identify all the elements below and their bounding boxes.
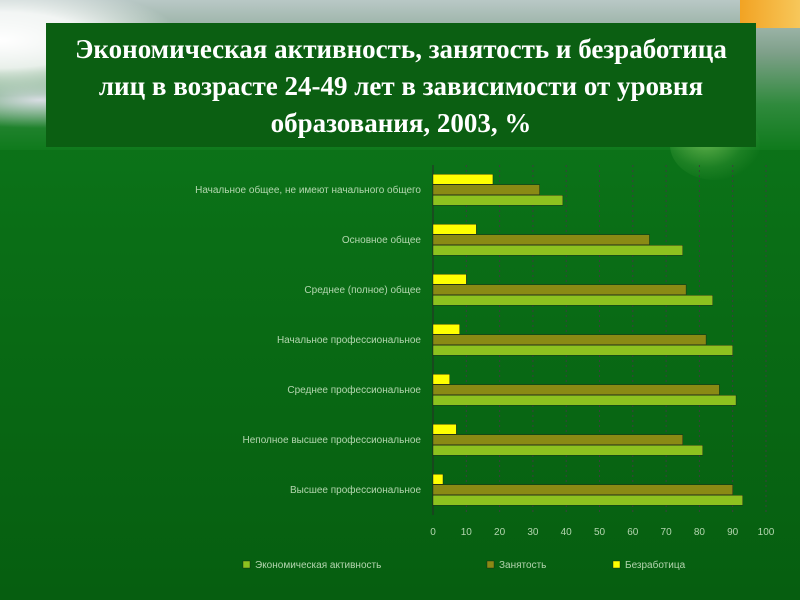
- bar-employment: [432, 484, 733, 495]
- x-tick-label: 70: [661, 527, 673, 538]
- x-tick-label: 100: [758, 527, 775, 538]
- bar-unemployment: [432, 474, 444, 485]
- bar-activity: [432, 245, 683, 256]
- legend-label: Занятость: [499, 560, 546, 571]
- legend-swatch: [486, 560, 495, 569]
- x-tick-label: 30: [527, 527, 539, 538]
- x-tick-label: 0: [430, 527, 436, 538]
- bar-employment: [432, 384, 720, 395]
- category-label: Среднее профессиональное: [287, 384, 421, 396]
- legend-swatch: [612, 560, 621, 569]
- legend-swatch: [242, 560, 251, 569]
- bar-employment: [432, 184, 540, 195]
- x-tick-label: 80: [694, 527, 706, 538]
- x-tick-label: 90: [727, 527, 739, 538]
- bar-employment: [432, 334, 707, 345]
- category-label: Основное общее: [342, 234, 422, 246]
- bar-activity: [432, 445, 703, 456]
- x-tick-label: 50: [594, 527, 606, 538]
- category-label: Неполное высшее профессиональное: [243, 434, 422, 446]
- legend-label: Безработица: [625, 559, 686, 571]
- x-tick-label: 40: [561, 527, 573, 538]
- bar-employment: [432, 434, 683, 445]
- category-label: Начальное профессиональное: [277, 334, 421, 346]
- category-label: Высшее профессиональное: [290, 484, 421, 496]
- bar-unemployment: [432, 424, 457, 435]
- bar-activity: [432, 345, 733, 356]
- bar-employment: [432, 284, 687, 295]
- x-tick-label: 20: [494, 527, 506, 538]
- bar-activity: [432, 395, 737, 406]
- x-tick-label: 10: [461, 527, 473, 538]
- bar-unemployment: [432, 374, 450, 385]
- bar-employment: [432, 234, 650, 245]
- bar-unemployment: [432, 324, 460, 335]
- category-label: Начальное общее, не имеют начального общ…: [195, 184, 421, 196]
- slide-title: Экономическая активность, занятость и бе…: [46, 23, 756, 147]
- bar-activity: [432, 195, 564, 206]
- bar-unemployment: [432, 224, 477, 235]
- bar-activity: [432, 295, 713, 306]
- category-label: Среднее (полное) общее: [304, 284, 421, 296]
- legend-label: Экономическая активность: [255, 560, 381, 571]
- x-tick-label: 60: [627, 527, 639, 538]
- bar-unemployment: [432, 174, 494, 185]
- bar-activity: [432, 495, 743, 506]
- bar-unemployment: [432, 274, 467, 285]
